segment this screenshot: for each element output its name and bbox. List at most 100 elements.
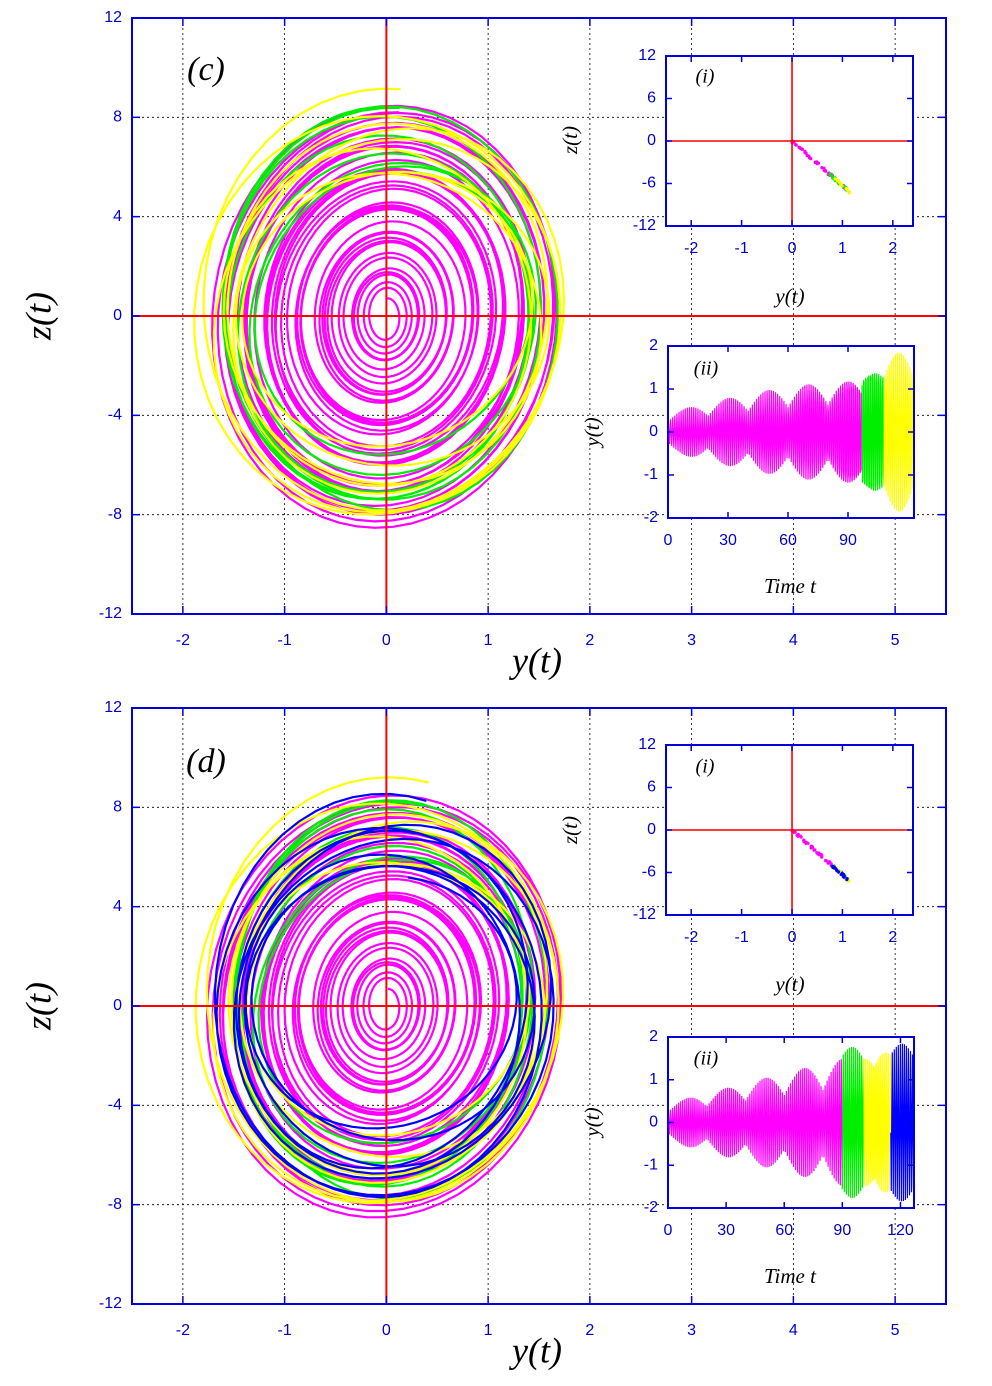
x-axis-label: y(t) [773,284,804,308]
point-yellow [840,184,844,188]
y-tick-label: 6 [647,90,656,107]
y-tick-label: 1 [649,1071,658,1088]
y-tick-label: 6 [647,779,656,796]
point-magenta [817,851,821,855]
panel-tag: (ii) [694,1048,719,1070]
timeseries-yellow [863,1052,892,1193]
x-tick-label: 60 [779,532,797,549]
data-group [194,776,565,1219]
x-tick-label: 2 [888,929,897,946]
y-axis-label: z(t) [18,982,58,1031]
y-tick-label: 4 [113,898,122,915]
y-axis-label: z(t) [558,126,582,155]
x-tick-label: 3 [687,632,696,649]
x-axis-label: y(t) [773,972,804,996]
y-tick-label: -12 [633,906,656,923]
y-tick-label: -6 [642,864,656,881]
x-tick-label: 0 [664,1222,673,1239]
x-tick-label: 1 [484,1322,493,1339]
y-tick-label: 0 [649,1114,658,1131]
point-green [830,174,834,178]
x-tick-label: 0 [788,929,797,946]
x-tick-label: 120 [887,1222,914,1239]
point-blue [839,872,843,877]
y-axis-label: z(t) [18,292,58,341]
y-tick-label: 12 [638,736,656,753]
point-magenta [813,848,817,852]
y-tick-label: -4 [108,407,122,424]
x-tick-label: -1 [734,240,748,257]
panel-tag: (d) [186,743,226,780]
y-tick-label: 12 [104,9,122,26]
point-blue [836,870,841,874]
trajectory-blue [213,792,555,1199]
point-yellow [844,186,848,190]
x-tick-label: -2 [684,929,698,946]
x-tick-label: 1 [838,240,847,257]
panel-tag: (ii) [694,358,719,380]
y-tick-label: 0 [647,821,656,838]
y-tick-label: 0 [647,132,656,149]
x-tick-label: 0 [382,1322,391,1339]
y-tick-label: 12 [638,47,656,64]
x-tick-label: 0 [788,240,797,257]
x-tick-label: 4 [789,1322,798,1339]
x-axis-label: y(t) [509,640,562,680]
y-tick-label: 4 [113,208,122,225]
point-magenta [806,841,810,845]
x-tick-label: 0 [664,532,673,549]
y-tick-label: 0 [113,307,122,324]
x-tick-label: 2 [888,240,897,257]
x-tick-label: -1 [278,1322,292,1339]
point-magenta [813,160,817,165]
point-yellow [836,179,840,183]
timeseries-blue [890,1043,914,1202]
timeseries-yellow [883,352,914,512]
x-tick-label: -1 [734,929,748,946]
x-tick-label: -2 [684,240,698,257]
timeseries-green [861,373,885,491]
panel-tag: (i) [696,66,715,88]
point-magenta [823,858,828,863]
panel-tag: (c) [187,51,225,88]
y-tick-label: 0 [113,997,122,1014]
timeseries-magenta [668,1059,843,1187]
point-magenta [804,151,808,155]
y-tick-label: 12 [104,699,122,716]
y-tick-label: 2 [649,1028,658,1045]
x-tick-label: 5 [891,632,900,649]
x-tick-label: -1 [278,632,292,649]
x-axis-label: Time t [764,1264,817,1288]
point-magenta [810,845,814,849]
y-axis-label: z(t) [558,816,582,845]
point-magenta [820,855,824,859]
point-magenta [794,142,798,147]
x-axis-label: y(t) [509,1330,562,1370]
panel-tag: (i) [696,756,715,778]
point-magenta [793,830,797,834]
x-axis-label: Time t [764,574,817,598]
x-tick-label: -2 [176,632,190,649]
x-tick-label: 2 [585,1322,594,1339]
point-magenta [795,833,799,838]
point-magenta [798,146,803,151]
x-tick-label: -2 [176,1322,190,1339]
x-tick-label: 30 [719,532,737,549]
point-blue [845,877,849,882]
x-tick-label: 0 [382,632,391,649]
y-tick-label: 0 [649,423,658,440]
y-tick-label: 2 [649,337,658,354]
y-tick-label: -8 [108,506,122,523]
point-magenta [816,161,821,165]
timeseries-green [841,1046,865,1199]
y-tick-label: -6 [642,175,656,192]
y-tick-label: -2 [644,509,658,526]
y-tick-label: -2 [644,1199,658,1216]
point-magenta [799,835,803,839]
data-group [193,87,566,529]
trajectory-magenta [211,104,558,529]
x-tick-label: 30 [717,1222,735,1239]
